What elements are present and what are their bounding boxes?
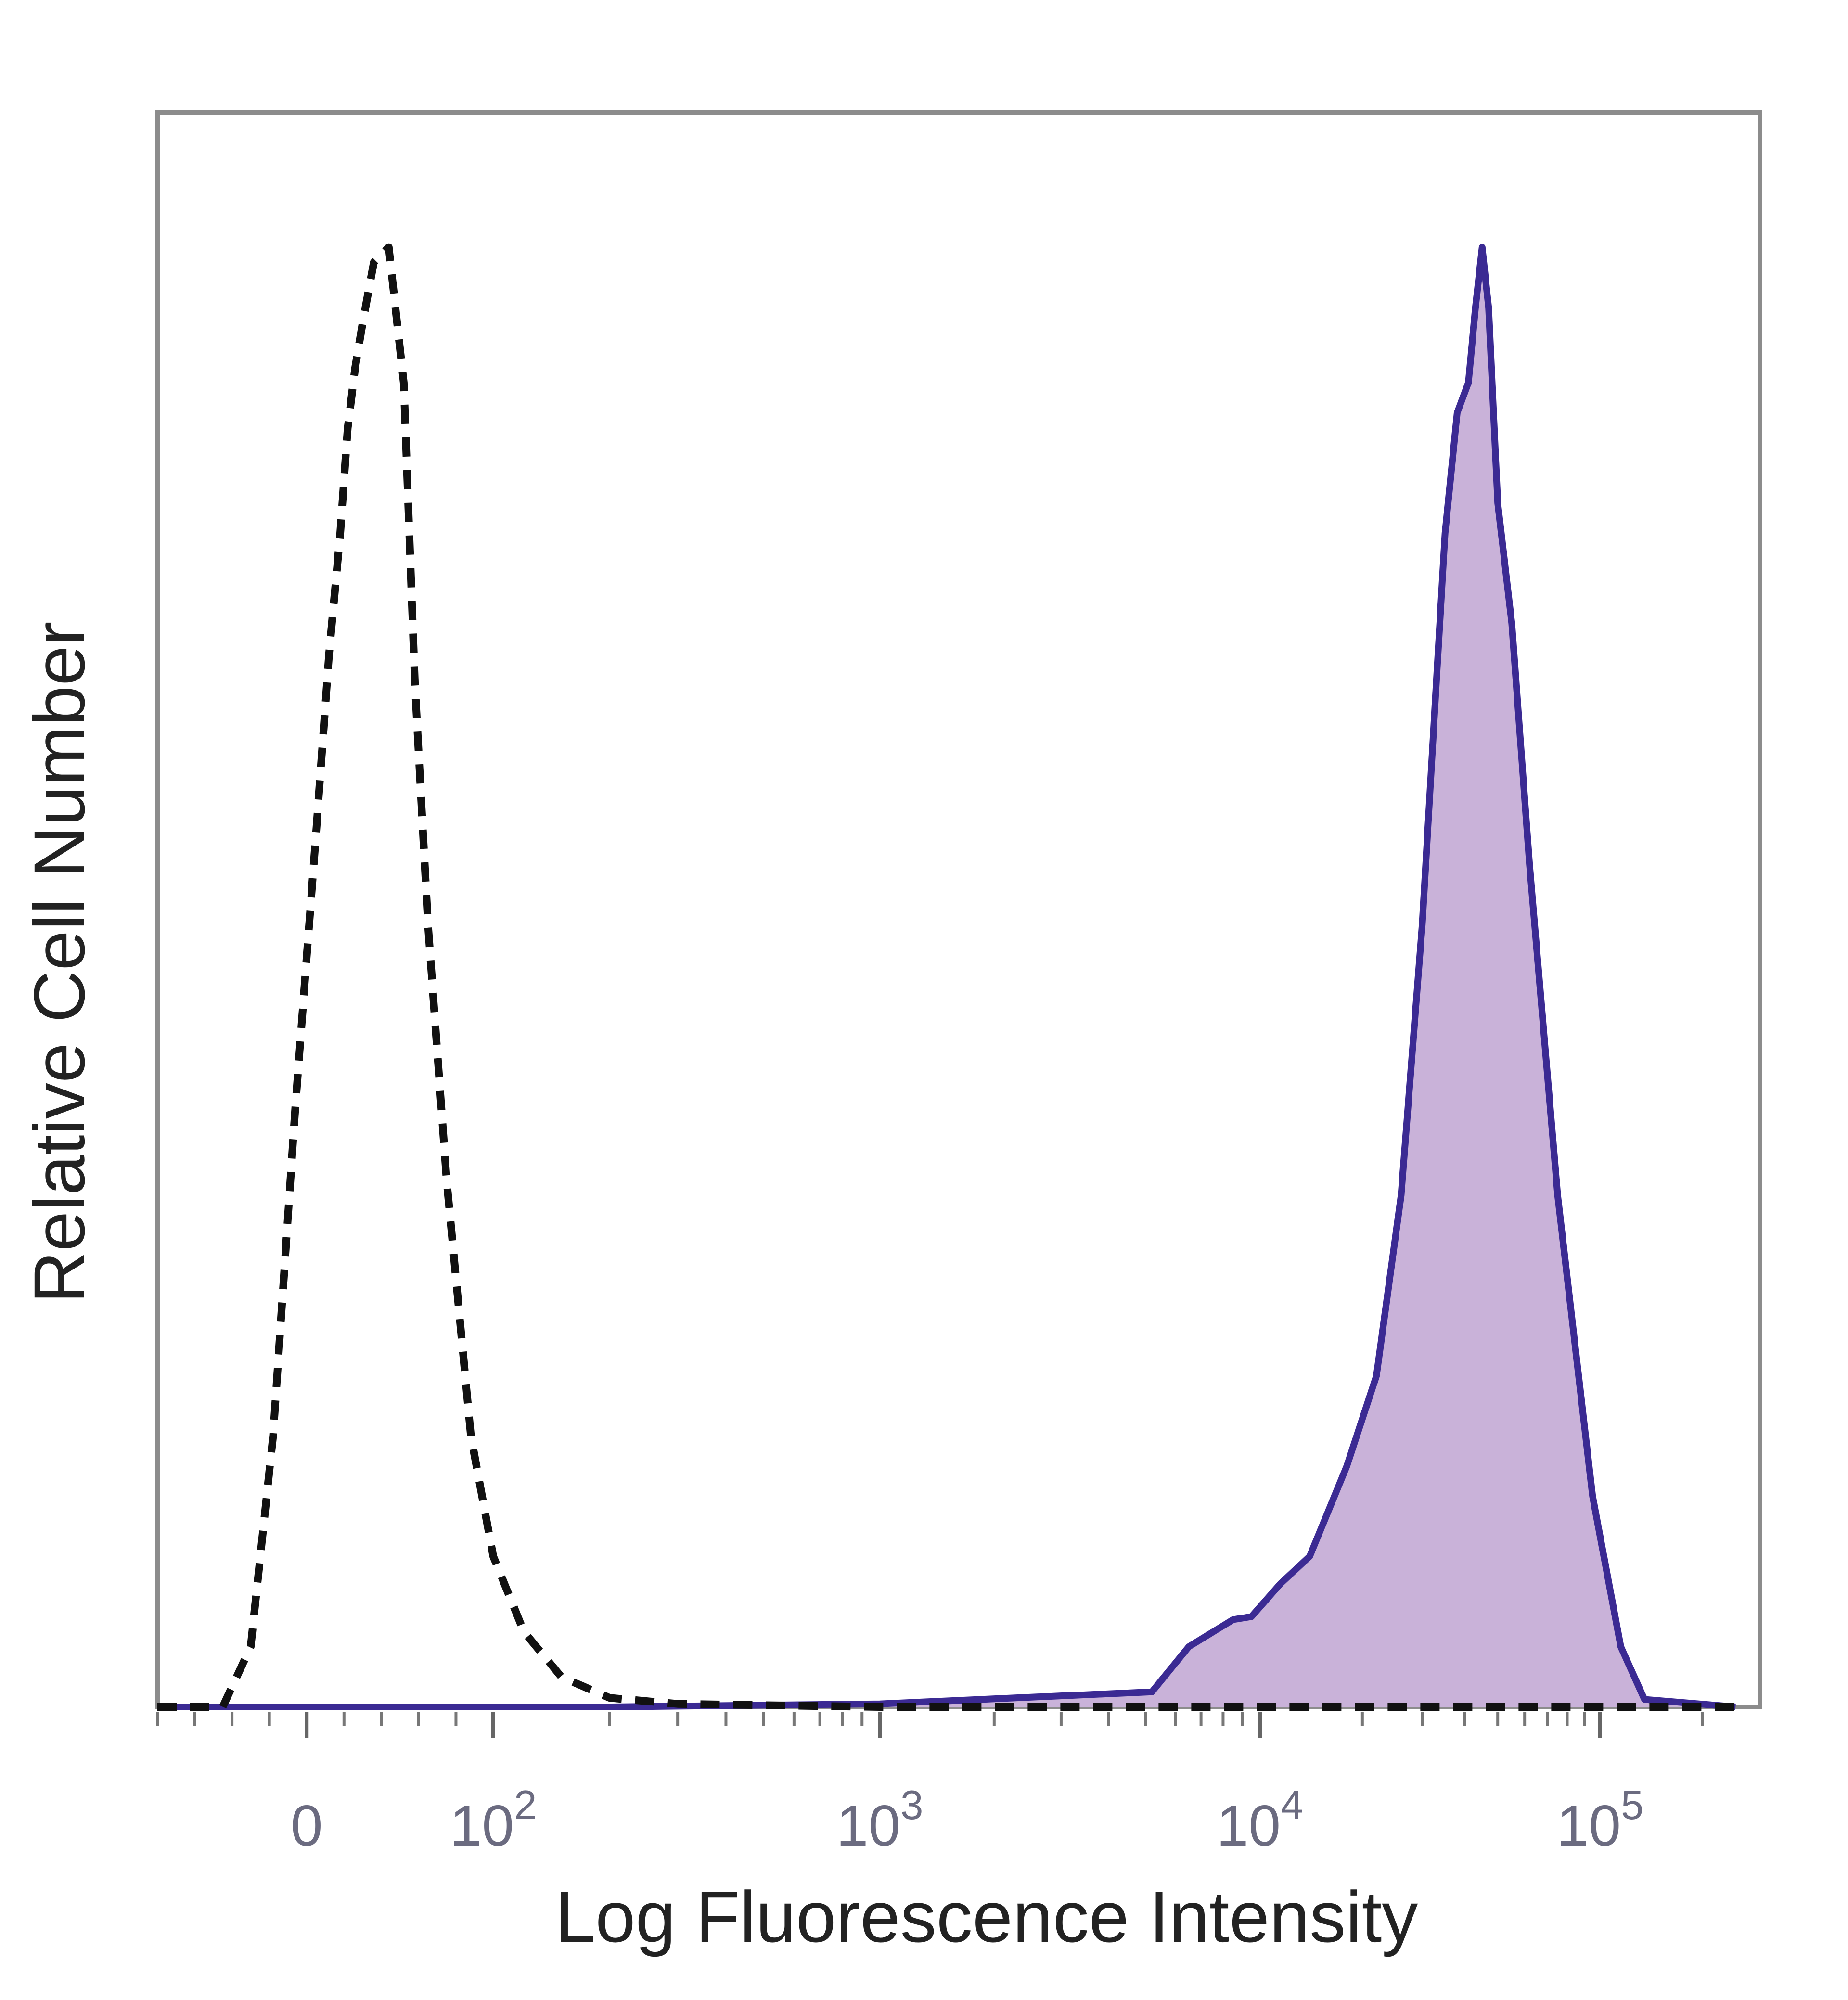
x-tick-labels: 0 102 103 104 105 (291, 1782, 1644, 1858)
x-tick-label: 103 (836, 1782, 924, 1858)
x-axis-title: Log Fluorescence Intensity (555, 1876, 1418, 1957)
x-axis-ticks (156, 1712, 1704, 1738)
x-tick-label: 102 (450, 1782, 537, 1858)
series-1-line (157, 244, 1736, 1710)
series-0-line (157, 243, 1736, 1711)
series-layer (157, 243, 1736, 1711)
x-tick-label: 104 (1217, 1782, 1304, 1858)
x-tick-label: 0 (291, 1794, 323, 1858)
x-tick-label: 105 (1557, 1782, 1644, 1858)
y-axis-title: Relative Cell Number (19, 621, 100, 1303)
